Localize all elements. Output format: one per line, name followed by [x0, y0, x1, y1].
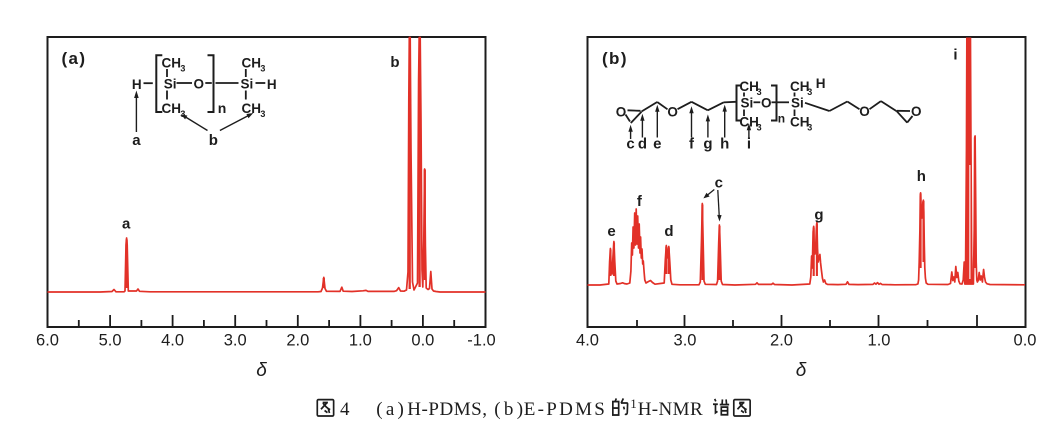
svg-text:d: d: [664, 223, 673, 240]
svg-text:i: i: [747, 136, 751, 153]
svg-text:n: n: [778, 111, 785, 125]
svg-text:e: e: [607, 223, 615, 240]
svg-text:3: 3: [260, 109, 265, 119]
svg-text:a: a: [122, 216, 131, 233]
svg-text:Si: Si: [791, 96, 804, 111]
svg-text:3: 3: [757, 122, 762, 132]
svg-text:e: e: [653, 136, 661, 153]
svg-text:CH: CH: [162, 101, 182, 116]
svg-text:E-PDMS: E-PDMS: [524, 399, 607, 420]
svg-text:(b): (b): [494, 399, 526, 420]
svg-text:H: H: [132, 77, 142, 92]
svg-text:3: 3: [807, 87, 812, 97]
svg-text:1: 1: [630, 396, 637, 411]
svg-text:3: 3: [180, 64, 185, 74]
svg-text:2.0: 2.0: [770, 332, 793, 350]
svg-text:δ: δ: [256, 360, 267, 381]
svg-text:a: a: [132, 132, 141, 149]
svg-text:3.0: 3.0: [674, 332, 697, 350]
svg-text:O: O: [194, 77, 205, 92]
svg-text:(a): (a): [376, 399, 407, 420]
svg-text:2.0: 2.0: [286, 332, 309, 350]
svg-text:c: c: [626, 136, 634, 153]
svg-text:O: O: [667, 104, 678, 119]
svg-text:0.0: 0.0: [1014, 332, 1037, 350]
svg-text:b: b: [390, 54, 399, 71]
svg-text:4.0: 4.0: [161, 332, 184, 350]
svg-text:(b): (b): [602, 49, 628, 68]
svg-text:6.0: 6.0: [36, 332, 59, 350]
svg-text:3: 3: [757, 87, 762, 97]
svg-text:g: g: [814, 207, 823, 224]
svg-text:CH: CH: [162, 56, 182, 71]
svg-text:g: g: [703, 136, 712, 153]
svg-text:O: O: [761, 95, 772, 110]
svg-text:Si: Si: [164, 77, 177, 92]
svg-text:h: h: [720, 136, 729, 153]
svg-text:5.0: 5.0: [99, 332, 122, 350]
svg-text:(a): (a): [62, 49, 87, 68]
svg-text:CH: CH: [242, 56, 262, 71]
svg-text:h: h: [917, 168, 926, 185]
svg-text:3: 3: [260, 64, 265, 74]
svg-text:4.0: 4.0: [576, 332, 599, 350]
svg-text:H: H: [816, 76, 826, 91]
svg-text:4: 4: [340, 399, 350, 420]
svg-text:O: O: [859, 104, 870, 119]
svg-text:c: c: [715, 174, 723, 191]
svg-text:Si: Si: [741, 96, 754, 111]
svg-text:d: d: [638, 136, 647, 153]
svg-text:b: b: [209, 132, 218, 149]
svg-text:Si: Si: [241, 77, 254, 92]
svg-text:-1.0: -1.0: [467, 332, 495, 350]
svg-text:n: n: [218, 100, 227, 116]
svg-text:i: i: [953, 46, 957, 63]
svg-text:3: 3: [807, 122, 812, 132]
svg-text:δ: δ: [796, 360, 807, 381]
svg-text:O: O: [616, 104, 627, 119]
svg-text:1.0: 1.0: [868, 332, 891, 350]
svg-text:3.0: 3.0: [224, 332, 247, 350]
svg-text:1.0: 1.0: [349, 332, 372, 350]
svg-text:H-PDMS,: H-PDMS,: [407, 399, 487, 420]
svg-text:H-NMR: H-NMR: [638, 399, 703, 420]
svg-text:0.0: 0.0: [411, 332, 434, 350]
svg-text:H: H: [267, 77, 277, 92]
